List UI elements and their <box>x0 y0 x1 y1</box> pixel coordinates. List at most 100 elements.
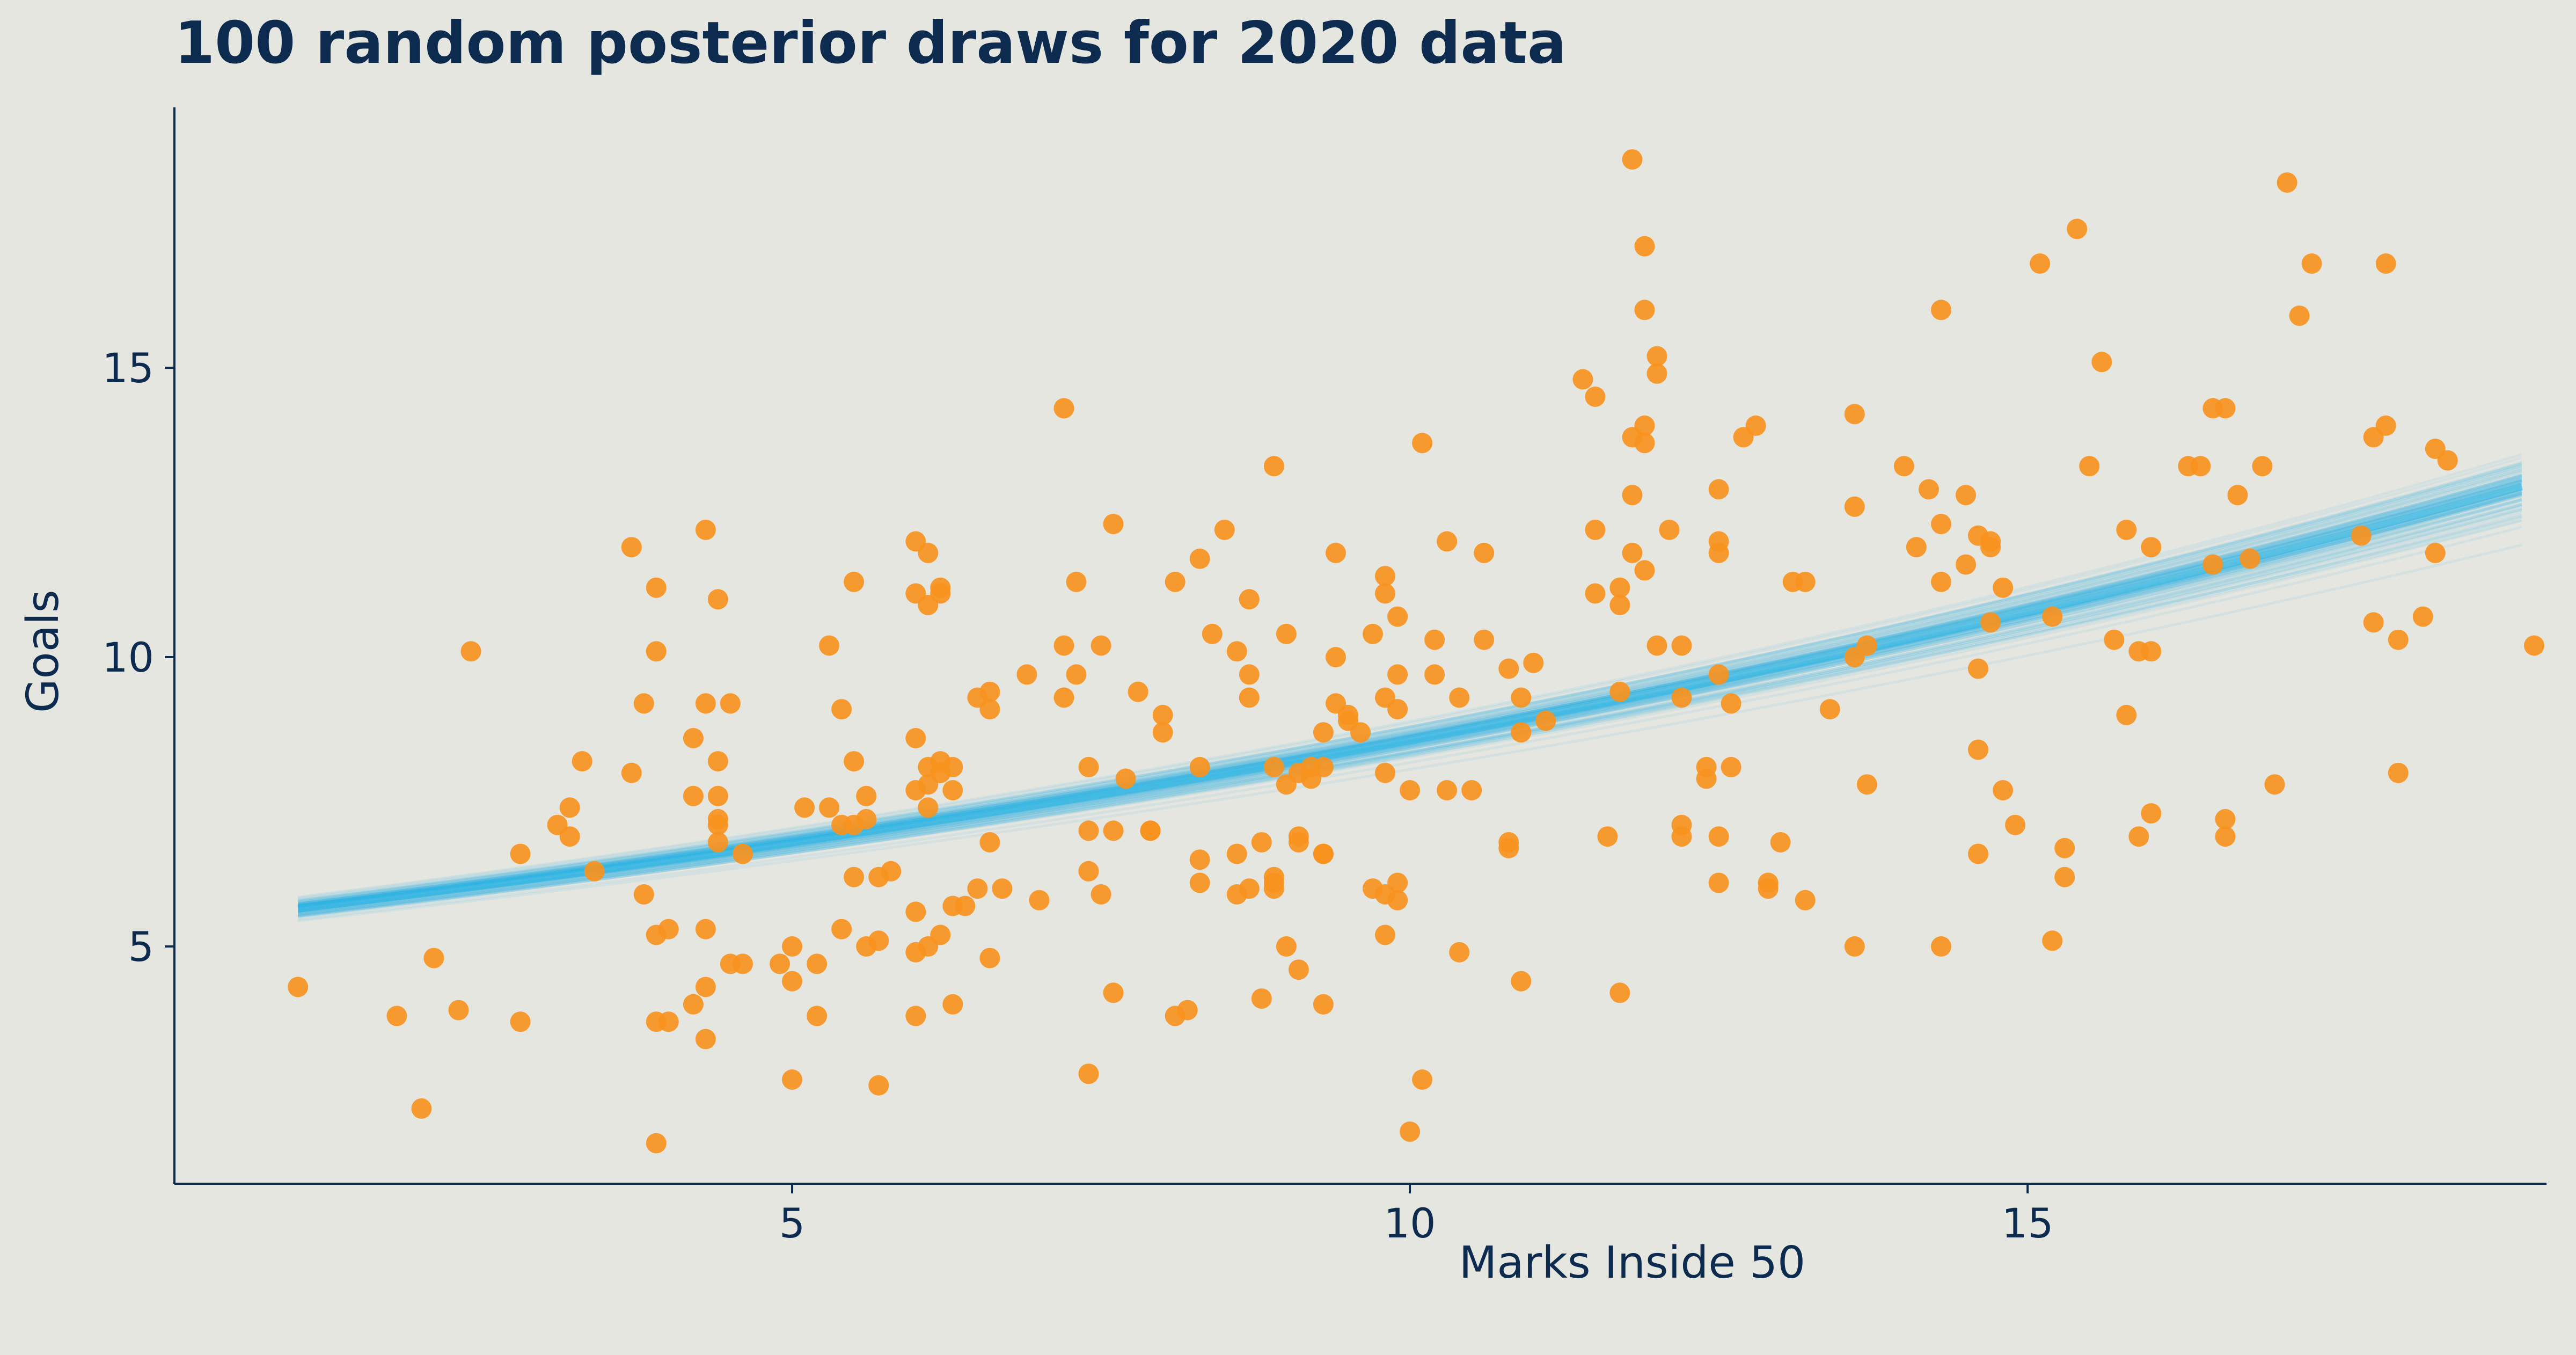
data-point <box>1646 346 1667 367</box>
data-point <box>807 953 828 974</box>
data-point <box>2141 537 2162 558</box>
data-point <box>1708 826 1729 847</box>
data-point <box>1412 1069 1433 1090</box>
data-point <box>1708 479 1729 500</box>
data-point <box>1721 756 1741 777</box>
x-tick-label: 10 <box>1384 1199 1436 1247</box>
data-point <box>967 878 988 899</box>
data-point <box>1511 971 1532 992</box>
data-point <box>1115 768 1136 789</box>
data-point <box>2412 606 2433 627</box>
posterior-draw-line <box>297 473 2522 906</box>
data-point <box>1189 849 1210 870</box>
data-point <box>288 977 309 997</box>
data-point <box>633 884 654 905</box>
posterior-draw-line <box>297 472 2522 906</box>
data-point <box>1375 583 1395 604</box>
data-point <box>1387 606 1408 627</box>
posterior-draw-line <box>297 462 2522 902</box>
data-point <box>1251 832 1272 853</box>
posterior-draw-line <box>297 499 2522 914</box>
posterior-draw-line <box>297 514 2522 918</box>
data-point <box>819 797 840 818</box>
data-point <box>658 919 679 939</box>
data-point <box>1906 537 1927 558</box>
data-point <box>2030 253 2051 274</box>
posterior-draw-line <box>297 460 2522 902</box>
data-point <box>2425 543 2446 563</box>
data-point <box>1498 837 1519 858</box>
data-point <box>1053 635 1074 656</box>
data-point <box>1226 884 1247 905</box>
data-point <box>646 1133 667 1154</box>
data-point <box>1202 623 1223 644</box>
posterior-draw-line <box>297 462 2522 902</box>
data-point <box>1400 1121 1421 1142</box>
data-point <box>2375 415 2396 436</box>
data-point <box>1708 531 1729 552</box>
data-point <box>1375 762 1395 783</box>
data-point <box>1449 687 1470 708</box>
posterior-draw-line <box>297 508 2522 919</box>
data-point <box>1498 658 1519 679</box>
posterior-draw-line <box>297 480 2522 907</box>
data-point <box>1189 872 1210 893</box>
data-point <box>1053 687 1074 708</box>
data-point <box>1363 623 1383 644</box>
data-point <box>2289 305 2310 326</box>
data-point <box>831 919 852 939</box>
posterior-draw-line <box>297 470 2522 906</box>
data-point <box>695 977 716 997</box>
posterior-draw-line <box>297 456 2522 899</box>
data-point <box>2227 485 2248 506</box>
data-point <box>1424 664 1445 685</box>
data-point <box>1634 560 1655 581</box>
data-point <box>1708 872 1729 893</box>
data-point <box>992 878 1013 899</box>
data-point <box>856 808 877 829</box>
data-point <box>695 693 716 714</box>
data-point <box>942 994 963 1015</box>
data-point <box>2042 606 2063 627</box>
data-point <box>1646 635 1667 656</box>
posterior-draw-line <box>297 526 2522 921</box>
data-point <box>683 785 704 806</box>
posterior-draw-line <box>297 482 2522 906</box>
data-point <box>510 1011 531 1032</box>
data-point <box>1078 1063 1099 1084</box>
data-point <box>856 785 877 806</box>
data-point <box>1931 300 1951 320</box>
data-point <box>1585 519 1606 540</box>
posterior-draw-line <box>297 464 2522 901</box>
data-point <box>1696 756 1717 777</box>
posterior-draw-line <box>297 492 2522 914</box>
posterior-draw-line <box>297 543 2522 922</box>
data-point <box>621 537 642 558</box>
data-point <box>1326 647 1346 668</box>
data-point <box>1844 404 1865 425</box>
data-point <box>633 693 654 714</box>
data-point <box>2128 826 2149 847</box>
axes: 5 10 15 5 10 15 Marks Inside 50 Goals <box>18 107 2546 1288</box>
data-point <box>707 832 728 853</box>
data-point <box>1585 583 1606 604</box>
data-point <box>905 901 926 922</box>
data-point <box>979 699 1000 720</box>
data-point <box>1993 780 2014 800</box>
x-axis-label: Marks Inside 50 <box>1459 1237 1806 1288</box>
data-point <box>979 681 1000 702</box>
data-point <box>1103 820 1124 841</box>
data-point <box>1189 548 1210 569</box>
data-point <box>1980 531 2001 552</box>
data-point <box>695 919 716 939</box>
posterior-draw-line <box>297 507 2522 916</box>
posterior-draw-line <box>297 515 2522 916</box>
data-point <box>1671 635 1692 656</box>
posterior-draw-line <box>297 493 2522 917</box>
data-point <box>2388 762 2409 783</box>
data-point <box>695 519 716 540</box>
data-point <box>1931 936 1951 957</box>
data-point <box>584 861 605 882</box>
data-point <box>2141 641 2162 662</box>
x-tick-label: 15 <box>2002 1199 2054 1247</box>
